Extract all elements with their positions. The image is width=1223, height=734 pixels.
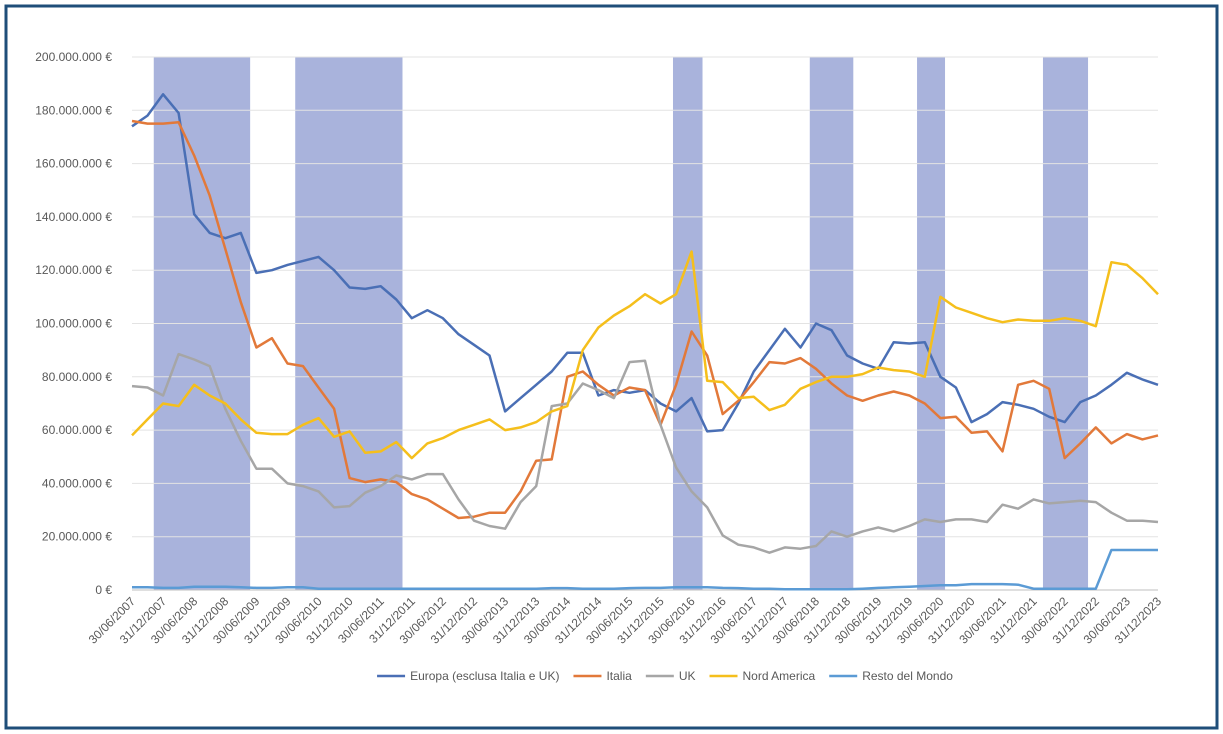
legend-label: Europa (esclusa Italia e UK) [410,669,559,683]
y-tick-label: 120.000.000 € [35,263,112,277]
legend-label: Italia [606,669,632,683]
y-tick-label: 20.000.000 € [42,530,112,544]
legend-label: Resto del Mondo [862,669,953,683]
y-tick-label: 100.000.000 € [35,317,112,331]
y-tick-label: 160.000.000 € [35,157,112,171]
y-tick-label: 0 € [95,583,112,597]
y-tick-label: 140.000.000 € [35,210,112,224]
series-line [131,119,1159,520]
y-tick-label: 60.000.000 € [42,423,112,437]
legend-label: Nord America [743,669,816,683]
series-line [131,352,1159,554]
legend-label: UK [679,669,696,683]
y-tick-label: 180.000.000 € [35,103,112,117]
series-line [132,548,1158,591]
y-tick-label: 200.000.000 € [35,50,112,64]
legend: Europa (esclusa Italia e UK) Italia UK Nord… [377,669,953,683]
series-line [131,250,1159,460]
y-tick-label: 40.000.000 € [42,476,112,490]
y-tick-label: 80.000.000 € [42,370,112,384]
